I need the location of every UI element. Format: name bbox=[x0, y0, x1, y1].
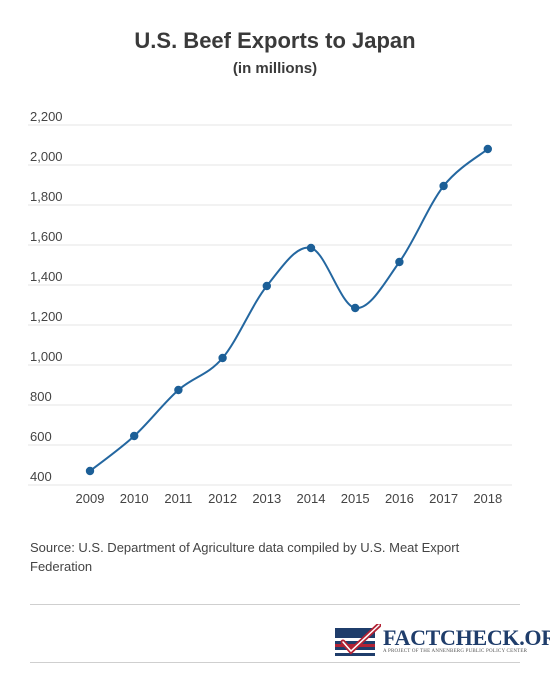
y-tick-label: 2,200 bbox=[30, 109, 63, 124]
line-chart: 400 600 800 1,000 1,200 1,400 1,600 1,800 2,000 2… bbox=[28, 109, 512, 506]
x-tick-label: 2010 bbox=[120, 491, 149, 506]
y-tick-label: 2,000 bbox=[30, 149, 63, 164]
data-point bbox=[439, 181, 448, 191]
y-tick-label: 1,600 bbox=[30, 229, 63, 244]
chart-subtitle: (in millions) bbox=[232, 60, 318, 77]
x-tick-label: 2016 bbox=[385, 491, 414, 506]
y-tick-label: 1,800 bbox=[30, 189, 63, 204]
flag-check-icon bbox=[335, 622, 382, 656]
y-tick-label: 800 bbox=[30, 389, 52, 404]
x-tick-label: 2013 bbox=[252, 491, 281, 506]
series-line bbox=[89, 148, 489, 472]
logo-tagline: A PROJECT OF THE ANNENBERG PUBLIC POLICY… bbox=[383, 649, 528, 654]
factcheck-logo: FACTCHECK.ORG A PROJECT OF THE ANNENBERG… bbox=[335, 622, 550, 658]
x-tick-label: 2018 bbox=[473, 491, 502, 506]
x-tick-label: 2011 bbox=[164, 491, 192, 506]
x-tick-label: 2012 bbox=[208, 491, 237, 506]
y-tick-label: 600 bbox=[30, 429, 52, 444]
chart-title: U.S. Beef Exports to Japan bbox=[134, 28, 416, 53]
data-point bbox=[306, 243, 316, 253]
x-tick-label: 2015 bbox=[341, 491, 370, 506]
y-tick-label: 1,000 bbox=[30, 349, 63, 364]
bottom-divider bbox=[30, 662, 520, 663]
data-point bbox=[218, 353, 227, 363]
y-tick-label: 400 bbox=[30, 469, 52, 484]
top-divider bbox=[30, 604, 520, 605]
x-tick-label: 2017 bbox=[429, 491, 458, 506]
data-point bbox=[395, 257, 404, 267]
source-note: Source: U.S. Department of Agriculture d… bbox=[30, 540, 460, 574]
data-point bbox=[351, 303, 360, 313]
x-tick-label: 2014 bbox=[297, 491, 326, 506]
data-point bbox=[174, 385, 183, 395]
y-tick-label: 1,200 bbox=[30, 309, 63, 324]
logo-wordmark: FACTCHECK.ORG bbox=[383, 625, 550, 650]
data-point bbox=[262, 281, 271, 291]
x-tick-label: 2009 bbox=[76, 491, 105, 506]
data-point bbox=[130, 431, 139, 441]
data-point bbox=[483, 144, 492, 154]
y-tick-label: 1,400 bbox=[30, 269, 63, 284]
data-point bbox=[85, 466, 95, 476]
